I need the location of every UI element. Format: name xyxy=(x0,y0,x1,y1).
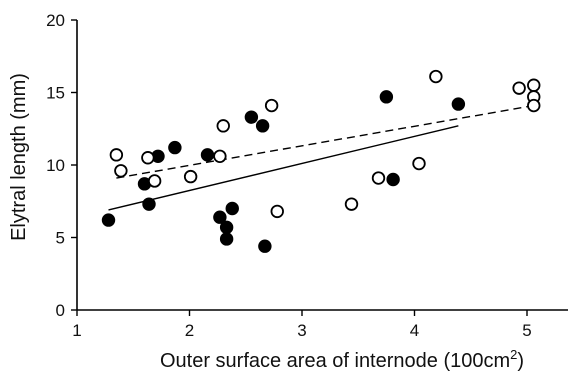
y-tick-label: 5 xyxy=(56,229,65,248)
y-tick-label: 0 xyxy=(56,301,65,320)
data-point-filled xyxy=(225,201,239,216)
data-point-open xyxy=(270,204,284,219)
data-point-filled xyxy=(258,239,272,253)
data-point-open xyxy=(216,119,230,133)
data-point-open xyxy=(114,164,128,178)
data-point-filled xyxy=(200,148,215,162)
trend-line-dashed xyxy=(116,104,534,179)
data-point-open xyxy=(429,69,443,84)
data-point-open xyxy=(527,78,541,92)
data-point-filled xyxy=(219,220,234,235)
x-axis-title-sup: 2 xyxy=(510,347,517,362)
data-point-open xyxy=(109,148,124,162)
data-points xyxy=(101,69,541,253)
trend-line-solid xyxy=(108,125,459,211)
data-point-filled xyxy=(244,110,259,124)
y-tick-label: 15 xyxy=(46,84,65,103)
axes: 0 5 10 15 20 1 2 3 4 5 xyxy=(46,11,568,340)
y-axis-title: Elytral length (mm) xyxy=(8,73,30,241)
x-axis-title-main: Outer surface area of internode (100cm xyxy=(160,350,510,372)
data-point-open xyxy=(412,156,426,171)
data-point-filled xyxy=(219,232,234,246)
data-point-filled xyxy=(451,97,466,111)
x-tick-label: 4 xyxy=(410,321,419,340)
data-point-open xyxy=(147,174,162,188)
data-point-filled xyxy=(101,213,116,227)
data-point-open xyxy=(371,171,386,185)
x-tick-label: 5 xyxy=(522,321,531,340)
data-point-open xyxy=(512,81,526,95)
data-point-open xyxy=(213,149,227,164)
data-point-filled xyxy=(213,210,227,224)
x-tick-label: 3 xyxy=(297,321,306,340)
y-tick-label: 20 xyxy=(46,11,65,30)
y-tick-label: 10 xyxy=(46,156,65,175)
data-point-filled xyxy=(168,140,182,155)
data-point-open xyxy=(527,98,541,113)
trend-lines xyxy=(108,104,534,211)
x-axis-title-close: ) xyxy=(517,350,524,372)
data-point-open xyxy=(344,197,359,211)
x-tick-label: 2 xyxy=(185,321,194,340)
data-point-open xyxy=(264,98,279,113)
data-point-open xyxy=(141,151,155,165)
x-tick-label: 1 xyxy=(72,321,81,340)
data-point-filled xyxy=(142,197,156,211)
data-point-open xyxy=(183,169,198,184)
x-axis-title: Outer surface area of internode (100cm2) xyxy=(160,347,524,372)
data-point-filled xyxy=(255,119,270,133)
data-point-filled xyxy=(386,172,400,187)
data-point-filled xyxy=(379,90,394,104)
